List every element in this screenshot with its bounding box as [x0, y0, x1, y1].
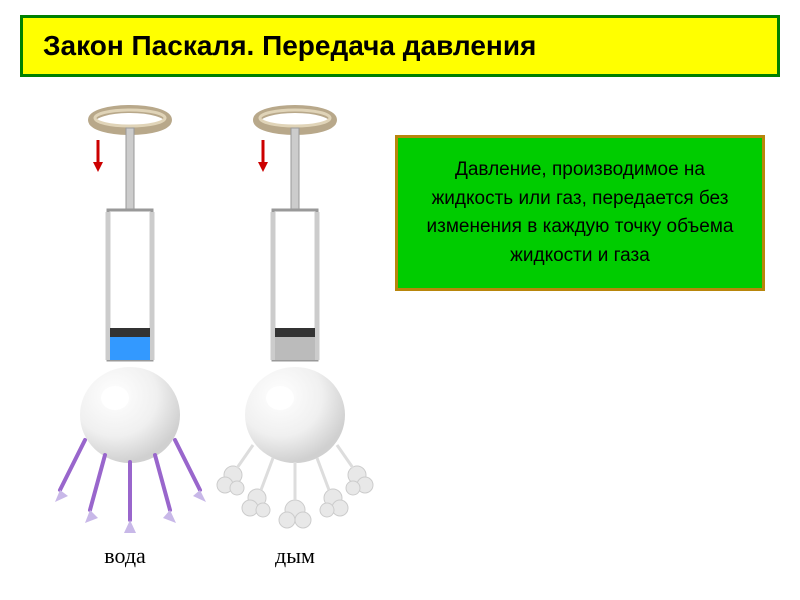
bulb: [80, 367, 180, 463]
pressure-arrow-icon: [93, 140, 103, 172]
apparatus-smoke: [215, 100, 375, 545]
label-smoke: дым: [245, 543, 345, 569]
piston: [110, 328, 150, 337]
fluid-water: [110, 337, 150, 360]
piston: [275, 328, 315, 337]
apparatus-water: [50, 100, 210, 545]
title-box: Закон Паскаля. Передача давления: [20, 15, 780, 77]
description-box: Давление, производимое на жидкость или г…: [395, 135, 765, 291]
label-water: вода: [75, 543, 175, 569]
description-text: Давление, производимое на жидкость или г…: [427, 159, 734, 266]
piston-rod: [291, 128, 299, 213]
bulb: [245, 367, 345, 463]
pressure-arrow-icon: [258, 140, 268, 172]
title-text: Закон Паскаля. Передача давления: [43, 30, 536, 61]
fluid-smoke: [275, 337, 315, 360]
piston-rod: [126, 128, 134, 213]
